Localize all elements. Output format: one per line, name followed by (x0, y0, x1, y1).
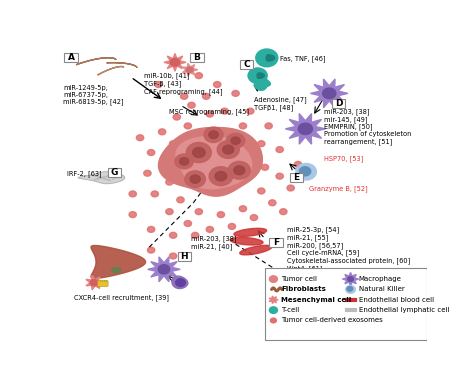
Circle shape (184, 123, 191, 129)
Circle shape (90, 280, 98, 286)
Circle shape (175, 154, 193, 169)
Circle shape (170, 59, 180, 66)
Circle shape (298, 123, 312, 134)
FancyBboxPatch shape (191, 53, 204, 62)
Polygon shape (158, 127, 262, 196)
Circle shape (170, 141, 177, 147)
Polygon shape (76, 58, 116, 65)
Circle shape (158, 265, 170, 274)
Circle shape (204, 127, 223, 142)
Text: Fas, TNF, [46]: Fas, TNF, [46] (280, 55, 325, 62)
Circle shape (192, 147, 205, 157)
Circle shape (228, 223, 236, 229)
Text: G: G (110, 168, 118, 177)
Circle shape (151, 191, 158, 197)
Circle shape (206, 227, 213, 232)
Circle shape (294, 161, 301, 167)
Text: MSC reprograming, [45]: MSC reprograming, [45] (169, 108, 250, 115)
Circle shape (265, 123, 272, 129)
Circle shape (185, 171, 205, 187)
Polygon shape (164, 53, 186, 71)
Circle shape (180, 158, 189, 165)
Text: miR-203, [38]
miR-21, [40]: miR-203, [38] miR-21, [40] (191, 235, 237, 250)
Text: D: D (335, 99, 342, 108)
Text: CXCR4-cell recruitment, [39]: CXCR4-cell recruitment, [39] (74, 295, 169, 301)
Circle shape (250, 215, 258, 220)
FancyBboxPatch shape (265, 268, 427, 340)
Polygon shape (257, 73, 264, 78)
Text: miR-10b, [41]
TGF-β, [43]
CAF reprograming, [44]: miR-10b, [41] TGF-β, [43] CAF reprogrami… (144, 73, 222, 95)
Circle shape (195, 209, 202, 215)
Circle shape (129, 212, 137, 218)
Text: HSP70, [53]: HSP70, [53] (324, 156, 363, 162)
Circle shape (177, 197, 184, 203)
Text: E: E (293, 172, 299, 182)
Text: lncRNA-APC1, [58]: lncRNA-APC1, [58] (287, 283, 348, 290)
Circle shape (188, 102, 195, 108)
Polygon shape (176, 136, 252, 189)
Polygon shape (310, 79, 348, 108)
Polygon shape (269, 296, 278, 303)
Circle shape (300, 167, 311, 176)
FancyBboxPatch shape (98, 281, 108, 286)
Circle shape (276, 173, 283, 179)
Circle shape (144, 170, 151, 176)
Circle shape (129, 191, 137, 197)
Circle shape (206, 111, 213, 117)
Circle shape (191, 232, 199, 238)
Circle shape (170, 232, 177, 238)
FancyBboxPatch shape (290, 173, 303, 182)
Text: A: A (67, 53, 74, 62)
Circle shape (137, 135, 144, 141)
Circle shape (147, 149, 155, 156)
Circle shape (158, 129, 166, 135)
Circle shape (209, 167, 233, 185)
Circle shape (271, 318, 276, 323)
Polygon shape (148, 257, 180, 282)
Circle shape (184, 220, 191, 227)
Circle shape (280, 209, 287, 215)
Circle shape (195, 73, 202, 79)
Circle shape (347, 286, 353, 291)
Polygon shape (255, 78, 270, 90)
Text: Endothelial blood cell: Endothelial blood cell (359, 297, 434, 303)
Circle shape (232, 91, 239, 96)
Text: T-cell: T-cell (282, 307, 300, 313)
Circle shape (170, 253, 177, 259)
Text: Natural Killer: Natural Killer (359, 286, 404, 293)
Polygon shape (230, 237, 263, 245)
Circle shape (173, 114, 181, 120)
Circle shape (258, 141, 265, 147)
Circle shape (155, 81, 162, 88)
Ellipse shape (111, 268, 121, 273)
Polygon shape (266, 55, 274, 61)
Circle shape (346, 286, 356, 293)
Circle shape (147, 227, 155, 232)
Circle shape (213, 81, 221, 88)
Circle shape (190, 175, 201, 183)
Text: miR-203, [38]
mir-145, [49]
EMMPRIN, [50]
Promotion of cytoskeleton
rearrangemen: miR-203, [38] mir-145, [49] EMMPRIN, [50… (324, 108, 411, 145)
Text: B: B (193, 53, 201, 62)
Text: IRF-2, [63]: IRF-2, [63] (66, 170, 101, 177)
Circle shape (221, 108, 228, 114)
Circle shape (246, 108, 254, 114)
Polygon shape (240, 245, 272, 255)
Text: Adenosine, [47]
TGFβ1, [48]: Adenosine, [47] TGFβ1, [48] (254, 96, 307, 111)
Circle shape (228, 161, 250, 179)
Polygon shape (91, 245, 146, 278)
Circle shape (176, 279, 185, 286)
Circle shape (234, 166, 245, 175)
Circle shape (231, 137, 240, 144)
Circle shape (217, 212, 225, 218)
Text: Mesenchymal cell: Mesenchymal cell (282, 297, 352, 303)
Text: Fibroblasts: Fibroblasts (282, 286, 327, 293)
Text: C: C (243, 60, 250, 69)
Circle shape (215, 171, 227, 181)
Polygon shape (107, 63, 137, 68)
Text: Granzyme B, [52]: Granzyme B, [52] (309, 185, 368, 192)
Text: miR-1249-5p,
miR-6737-5p,
miR-6819-5p, [42]: miR-1249-5p, miR-6737-5p, miR-6819-5p, [… (63, 84, 124, 105)
Polygon shape (285, 114, 325, 144)
Circle shape (147, 247, 155, 253)
Circle shape (296, 164, 317, 180)
Circle shape (248, 68, 267, 83)
